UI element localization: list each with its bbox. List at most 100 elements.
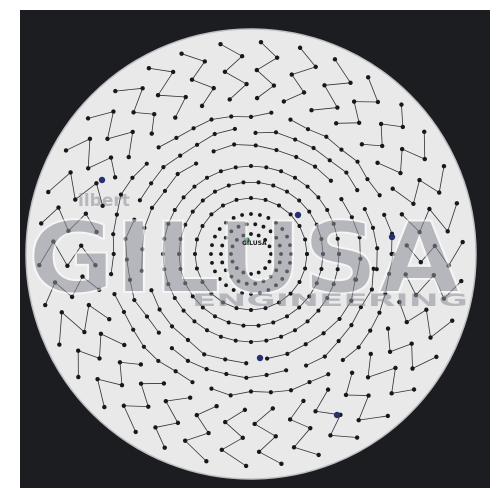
wire-segment: [448, 241, 464, 266]
pixel-node: [280, 277, 285, 281]
wire-segment: [220, 43, 243, 57]
pixel-node: [161, 165, 166, 170]
pixel-node: [234, 197, 239, 202]
pixel-node: [277, 300, 281, 305]
pixel-node: [285, 234, 289, 239]
wire-segment: [250, 391, 271, 393]
pixel-node: [371, 266, 376, 271]
pixel-node: [297, 45, 303, 50]
pixel-node: [325, 296, 330, 300]
wire-segment: [415, 274, 435, 296]
pixel-node: [230, 259, 235, 264]
wire-segment: [44, 282, 56, 306]
pixel-node: [162, 188, 168, 194]
pixel-node: [223, 357, 228, 362]
pixel-node: [141, 344, 147, 349]
wire-segment: [68, 213, 87, 232]
pixel-node: [387, 349, 393, 354]
pixel-node: [241, 323, 246, 328]
pixel-node: [213, 189, 217, 194]
wire-segment: [406, 245, 422, 263]
pixel-node: [189, 77, 195, 82]
wire-segment: [174, 297, 184, 311]
pixel-node: [446, 263, 451, 268]
pixel-node: [140, 247, 145, 252]
pixel-node: [390, 186, 395, 191]
wire-segment: [380, 123, 383, 146]
wire-segment: [202, 307, 216, 317]
pixel-node: [418, 259, 424, 265]
pixel-node: [94, 181, 99, 186]
wire-segment: [196, 268, 203, 283]
pixel-node: [218, 169, 223, 174]
wire-segment: [326, 136, 342, 150]
wire-segment: [341, 198, 353, 218]
wire-segment: [236, 197, 252, 201]
pixel-node: [348, 80, 353, 86]
pixel-node: [241, 180, 246, 185]
pixel-node: [459, 278, 464, 284]
pixel-node: [305, 127, 311, 132]
wire-segment: [224, 421, 244, 439]
pixel-node: [386, 271, 392, 276]
pixel-node: [123, 236, 128, 241]
wire-segment: [126, 259, 131, 280]
pixel-node: [270, 406, 276, 411]
wire-segment: [289, 419, 311, 429]
pixel-node: [349, 370, 355, 376]
pixel-node: [297, 305, 302, 310]
pixel-node: [404, 319, 409, 325]
pixel-node: [427, 206, 432, 212]
wire-segment: [419, 208, 430, 233]
wire-segment: [355, 258, 361, 280]
pixel-node: [181, 308, 186, 313]
pixel-node: [249, 164, 253, 168]
wire-segment: [267, 353, 288, 359]
pixel-node: [336, 338, 341, 344]
wire-segment: [293, 446, 319, 456]
wire-segment: [67, 245, 82, 267]
pixel-node: [224, 220, 228, 225]
pixel-node: [432, 243, 438, 249]
pixel-node: [200, 198, 205, 203]
pixel-node: [288, 261, 292, 265]
pixel-node: [93, 262, 98, 268]
pixel-node: [313, 409, 318, 414]
pixel-node: [454, 201, 460, 206]
pixel-node: [314, 222, 319, 227]
pixel-node: [155, 93, 161, 98]
pixel-node: [43, 302, 48, 308]
wire-segment: [324, 82, 351, 86]
pixel-node: [393, 365, 398, 371]
pixel-node: [211, 149, 216, 154]
wire-segment: [388, 253, 394, 274]
wire-segment: [372, 227, 378, 249]
wire-segment: [167, 209, 176, 225]
pixel-node: [437, 190, 442, 195]
wire-segment: [377, 162, 401, 174]
wire-segment: [350, 279, 356, 301]
wire-segment: [346, 172, 358, 191]
pixel-node: [353, 277, 359, 282]
pixel-node: [249, 232, 253, 236]
pixel-node: [335, 105, 340, 110]
pixel-node: [146, 66, 152, 71]
wire-segment: [196, 133, 215, 146]
pixel-node: [169, 324, 175, 329]
pixel-node: [162, 267, 167, 272]
pixel-node: [162, 236, 167, 241]
wire-segment: [419, 179, 440, 193]
wire-segment: [266, 166, 282, 172]
wire-segment: [334, 59, 351, 84]
pixel-node: [221, 203, 225, 208]
wire-segment: [299, 225, 306, 240]
pixel-node: [240, 213, 244, 217]
pixel-node: [183, 281, 188, 286]
wire-segment: [254, 408, 274, 425]
wire-segment: [214, 185, 229, 193]
pixel-node: [385, 326, 391, 331]
wire-segment: [341, 149, 358, 163]
pixel-node: [303, 342, 308, 347]
pixel-node: [303, 266, 308, 271]
